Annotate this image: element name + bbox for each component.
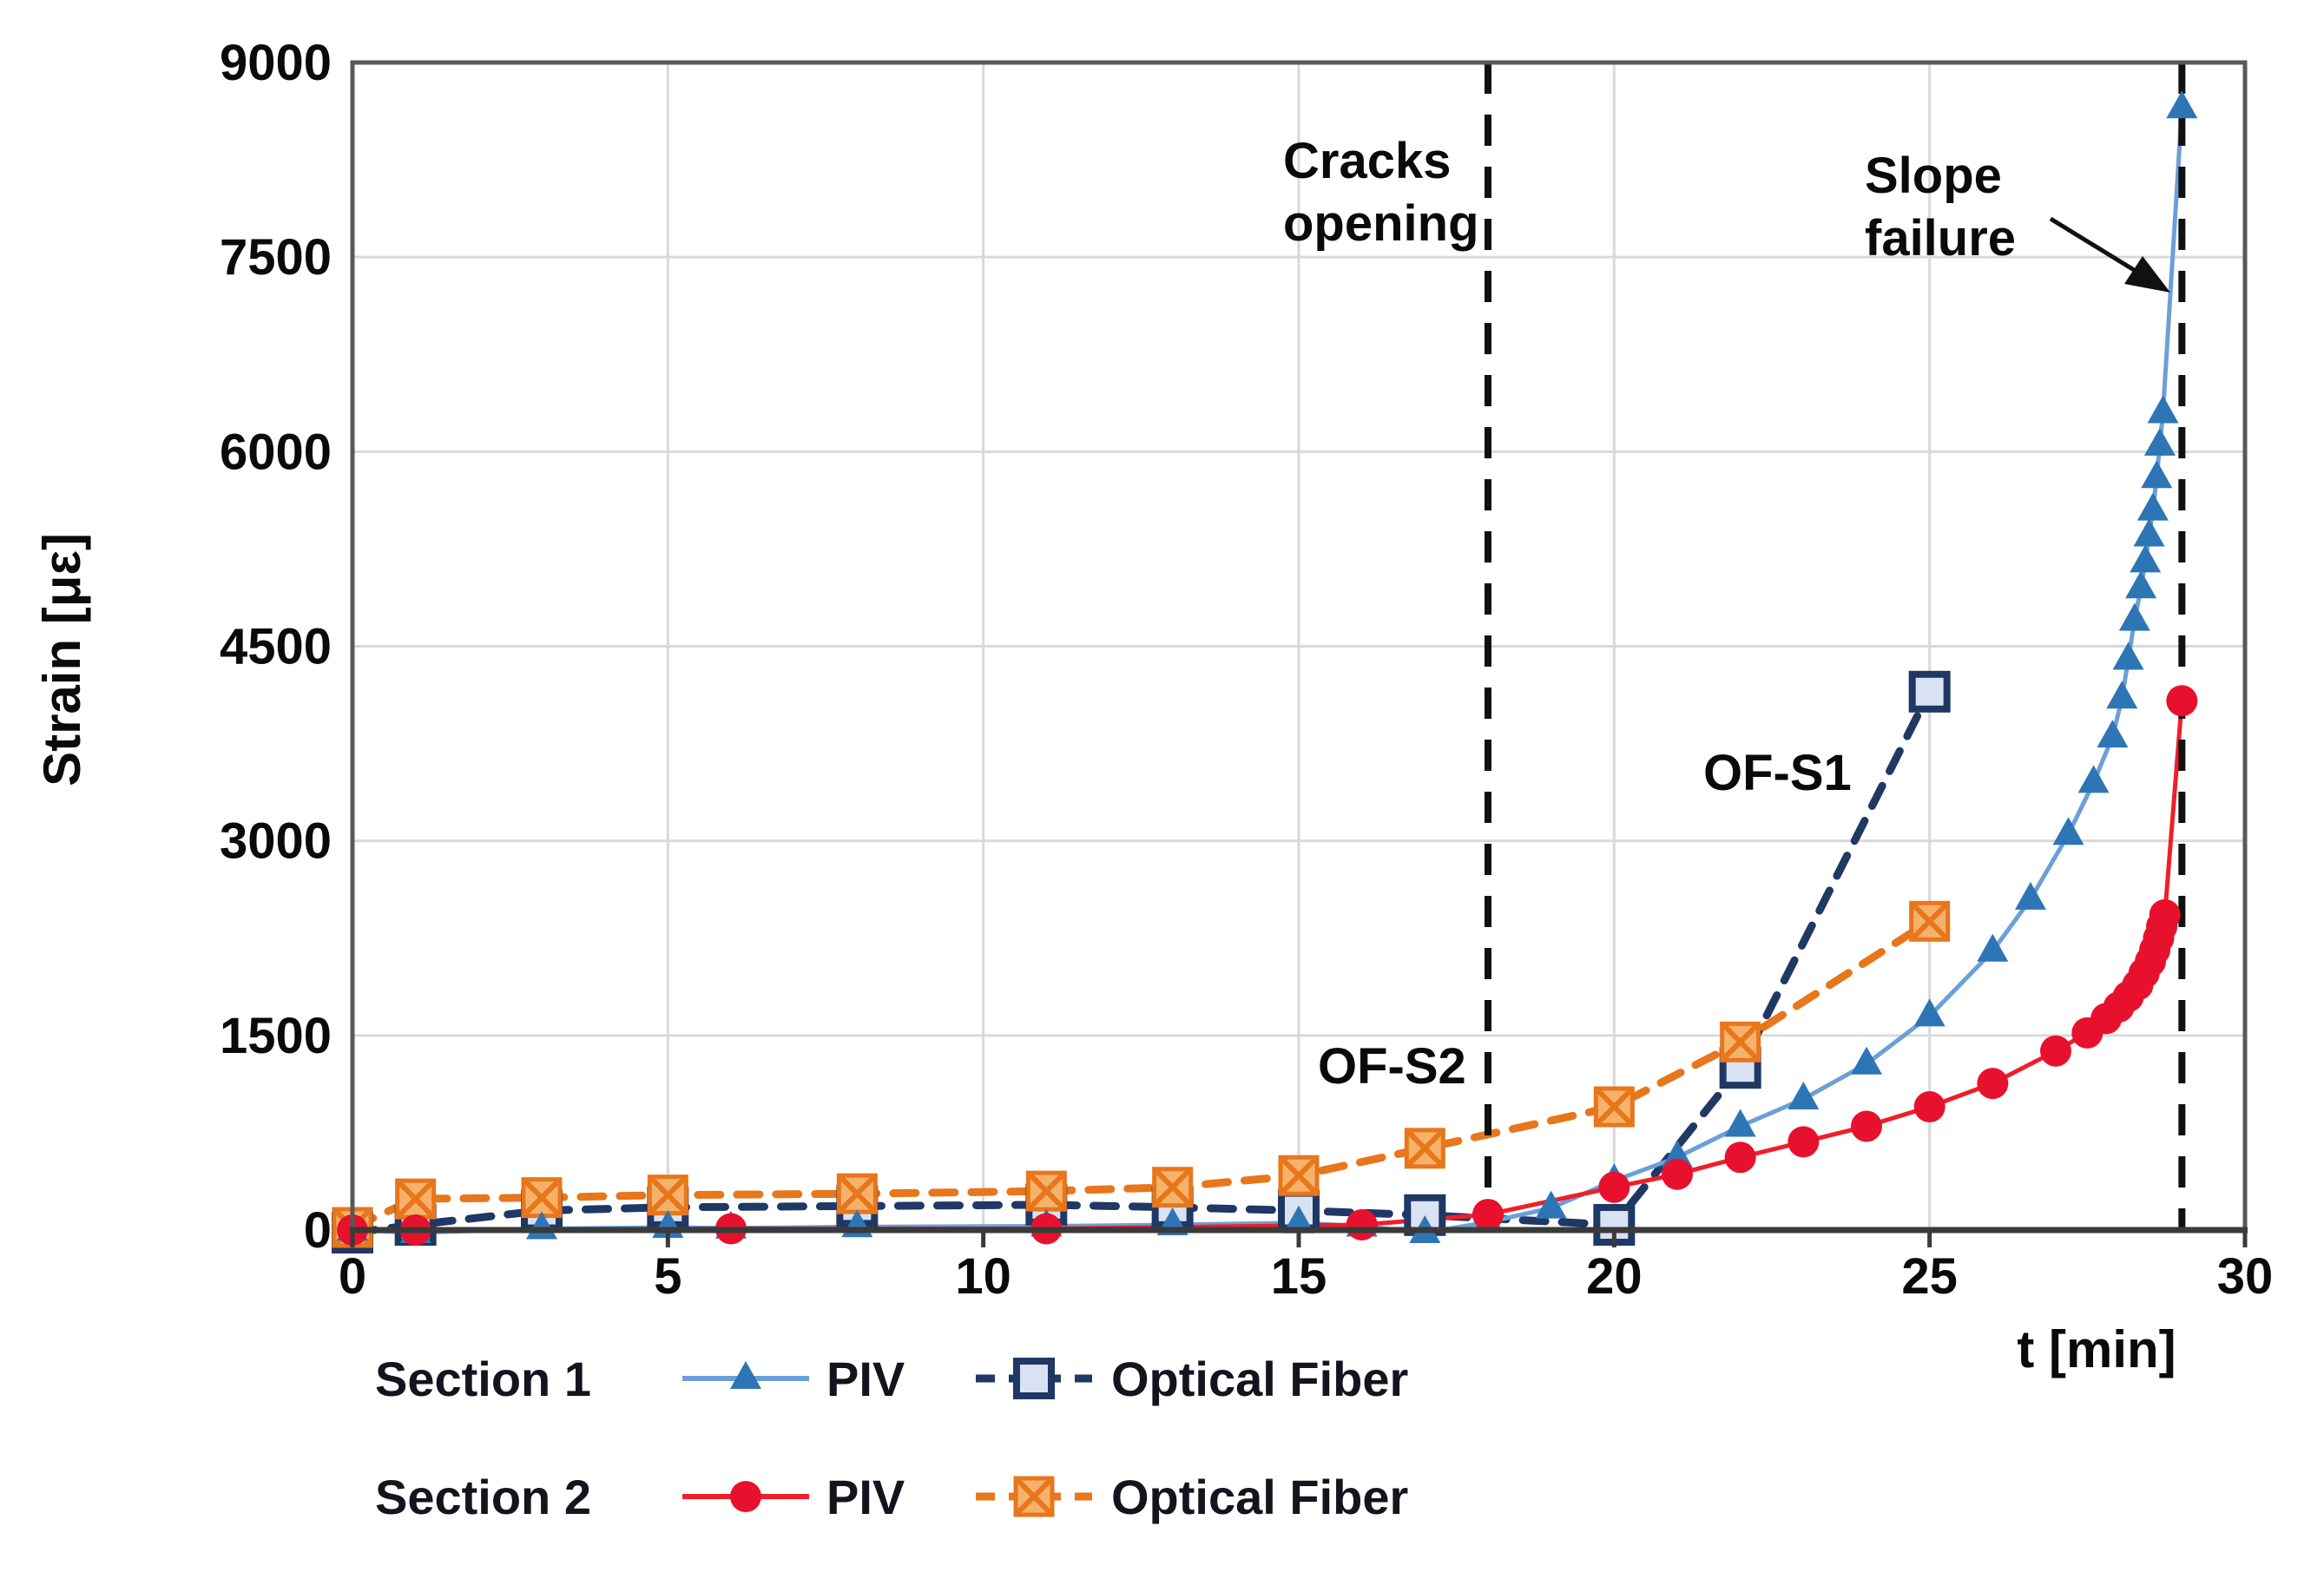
x-tick-label: 25	[1901, 1248, 1958, 1305]
x-square-icon-stroke	[1909, 901, 1950, 942]
legend-section-label: Section 2	[375, 1470, 591, 1524]
x-tick-label: 30	[2217, 1248, 2274, 1305]
series-line-s1_piv	[350, 105, 2184, 1235]
triangle-icon	[2077, 765, 2110, 793]
triangle-icon	[2143, 427, 2176, 456]
x-axis-title: t [min]	[2017, 1320, 2176, 1378]
circle-icon	[2040, 1035, 2071, 1067]
slope-failure-label: Slope	[1865, 148, 2002, 204]
triangle-icon	[1913, 998, 1945, 1027]
triangle-icon	[2014, 881, 2046, 910]
x-square-icon-stroke	[1278, 1155, 1320, 1196]
x-tick-label: 15	[1271, 1248, 1327, 1305]
circle-icon	[2166, 685, 2198, 717]
slope-failure-arrowhead	[2124, 256, 2170, 293]
x-tick-label: 5	[654, 1248, 681, 1305]
x-square-icon-stroke	[521, 1177, 563, 1218]
x-square-icon-stroke	[395, 1179, 436, 1220]
circle-icon	[2149, 898, 2181, 931]
x-square-icon-stroke	[837, 1174, 878, 1214]
triangle-icon	[2147, 395, 2179, 424]
triangle-icon	[2166, 90, 2198, 119]
x-tick-label: 20	[1586, 1248, 1643, 1305]
circle-icon	[1346, 1209, 1378, 1241]
x-tick-label: 0	[339, 1248, 366, 1305]
cracks-opening-label: opening	[1283, 195, 1479, 252]
of-s1-label: OF-S1	[1703, 745, 1852, 801]
slope-failure-arrow	[2049, 216, 2140, 275]
legend-entry-label: PIV	[826, 1470, 905, 1524]
x-square-icon-stroke	[1152, 1167, 1193, 1207]
cracks-opening-label: Cracks	[1283, 133, 1451, 189]
y-tick-label: 9000	[220, 35, 332, 91]
x-square-icon-stroke	[1594, 1086, 1635, 1128]
open-square-icon	[1908, 670, 1951, 713]
x-square-icon-stroke	[1026, 1171, 1067, 1212]
circle-icon	[1977, 1068, 2009, 1100]
series-line-s2_piv	[350, 698, 2184, 1233]
y-tick-label: 7500	[220, 229, 332, 286]
circle-icon	[1662, 1158, 1693, 1190]
triangle-icon	[2097, 720, 2129, 748]
circle-icon	[1913, 1091, 1945, 1123]
open-square-icon	[1013, 1358, 1055, 1399]
series-line-s1_of	[348, 688, 1934, 1237]
triangle-icon	[1724, 1109, 1756, 1137]
x-square-icon-stroke	[1720, 1022, 1761, 1063]
y-tick-label: 4500	[220, 619, 332, 675]
of-s2-label: OF-S2	[1318, 1038, 1466, 1095]
triangle-icon	[2112, 641, 2144, 670]
y-axis-title: Strain [με]	[33, 533, 91, 786]
plot-border	[350, 60, 2248, 1230]
triangle-icon	[1535, 1190, 1567, 1219]
y-tick-label: 1500	[220, 1008, 332, 1064]
x-square-icon-stroke	[648, 1174, 688, 1215]
slope-failure-label: failure	[1865, 210, 2016, 266]
x-square-icon-stroke	[1405, 1128, 1445, 1168]
circle-icon	[1851, 1110, 1882, 1142]
triangle-icon	[730, 1361, 761, 1389]
triangle-icon	[2141, 460, 2173, 489]
legend-section-label: Section 1	[375, 1352, 591, 1406]
circle-icon	[1787, 1126, 1820, 1158]
x-tick-label: 10	[955, 1248, 1011, 1305]
circle-icon	[1724, 1141, 1756, 1174]
triangle-icon	[1787, 1082, 1820, 1110]
series-line-s2_of	[348, 917, 1934, 1232]
triangle-icon	[2118, 602, 2150, 631]
y-tick-label: 6000	[220, 424, 332, 480]
triangle-icon	[2125, 570, 2157, 599]
y-tick-label: 0	[304, 1202, 332, 1259]
legend-entry-label: Optical Fiber	[1111, 1352, 1408, 1406]
triangle-icon	[2130, 544, 2162, 573]
x-square-icon-stroke	[1013, 1476, 1055, 1517]
circle-icon	[1472, 1199, 1504, 1231]
circle-icon	[1598, 1171, 1630, 1203]
legend-entry-label: PIV	[826, 1352, 905, 1406]
circle-icon	[730, 1481, 761, 1512]
y-tick-label: 3000	[220, 813, 332, 870]
triangle-icon	[2136, 492, 2169, 521]
triangle-icon	[1283, 1205, 1314, 1234]
triangle-icon	[1977, 933, 2009, 962]
triangle-icon	[1851, 1046, 1882, 1075]
triangle-icon	[2052, 817, 2084, 845]
triangle-icon	[2133, 518, 2165, 547]
legend-entry-label: Optical Fiber	[1111, 1470, 1408, 1524]
triangle-icon	[2106, 681, 2138, 709]
